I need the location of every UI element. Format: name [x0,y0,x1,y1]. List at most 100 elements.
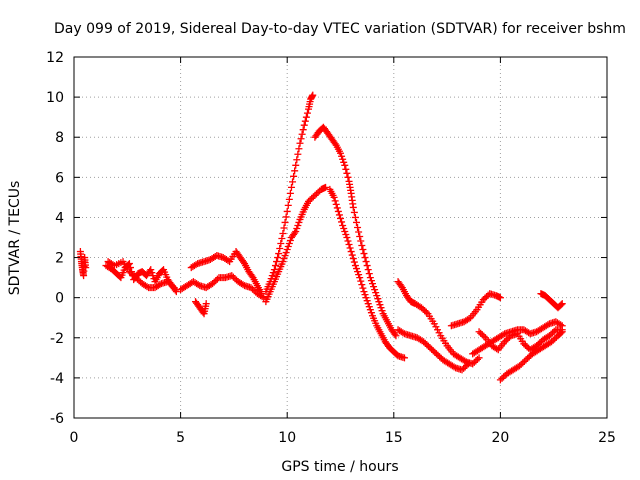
data-point [291,229,299,237]
data-point [300,121,308,129]
data-point [293,156,301,164]
data-point [435,329,443,337]
data-point [133,275,141,283]
data-point [82,264,90,272]
data-point [373,292,381,300]
data-point [397,282,405,290]
x-tick-label: 5 [176,430,185,446]
data-point [399,329,407,337]
data-point [351,262,359,270]
data-point [473,355,481,363]
data-point [550,327,558,335]
y-tick-label: 0 [55,291,64,307]
data-point [357,237,365,245]
data-point [294,221,302,229]
data-point [303,109,311,117]
data-point [301,117,309,125]
series-segment-mid-3 [192,298,210,318]
data-point [279,229,287,237]
data-point [294,150,302,158]
data-point [343,169,351,177]
data-point [480,332,488,340]
data-point [248,272,256,280]
data-point [298,130,306,138]
data-point [342,165,350,173]
data-point [516,362,524,370]
data-point [361,254,369,262]
data-point [170,284,178,292]
data-point [130,272,138,280]
y-tick-label: -2 [50,331,64,347]
data-point [363,262,371,270]
data-point [341,161,349,169]
data-point [392,332,400,340]
data-point [273,258,281,266]
x-tick-label: 0 [70,430,79,446]
data-point [284,243,292,251]
data-point [434,351,442,359]
data-point [420,338,428,346]
data-point [284,201,292,209]
data-point [362,294,370,302]
data-point [465,315,473,323]
data-point [212,277,220,285]
series-late-5 [475,326,566,354]
data-point [428,345,436,353]
data-point [285,240,293,248]
data-point [125,268,133,276]
data-point [306,196,314,204]
data-point [551,335,559,343]
tick-labels: 0 5 10 15 20 25 -6 -4 -2 0 2 4 6 8 10 12 [46,50,616,446]
data-point [358,242,366,250]
data-point [229,273,237,281]
data-point [295,145,303,153]
data-point [296,139,304,147]
data-point [362,258,370,266]
data-point [366,274,374,282]
data-point [496,294,504,302]
data-point [280,224,288,232]
data-point [367,309,375,317]
data-point [372,289,380,297]
data-point [371,286,379,294]
data-point [519,359,527,367]
data-point [277,240,285,248]
data-point [202,300,210,308]
series-late-2 [394,326,472,374]
y-tick-label: 8 [55,130,64,146]
series-late-3 [447,290,504,330]
data-point [504,335,512,343]
data-point [287,183,295,191]
y-tick-label: 12 [46,50,64,66]
data-point [364,300,372,308]
data-point [132,274,140,282]
data-point [331,140,339,148]
data-point [283,207,291,215]
data-point [313,190,321,198]
y-tick-label: -6 [50,411,64,427]
data-point [260,294,268,302]
data-point [354,268,362,276]
data-point [335,211,343,219]
data-point [332,200,340,208]
data-point [502,336,510,344]
data-point [522,356,530,364]
data-point [345,241,353,249]
data-point [391,330,399,338]
data-point [339,155,347,163]
data-point [302,113,310,121]
data-point [464,360,472,368]
data-marks [76,91,566,384]
data-point [354,223,362,231]
data-point [192,261,200,269]
data-point [350,258,358,266]
data-point [309,91,317,99]
data-point [481,294,489,302]
plot-frame [73,56,608,419]
data-point [239,281,247,289]
data-point [377,304,385,312]
data-point [525,353,533,361]
data-point [271,262,279,270]
series-rise-lower [262,183,330,306]
data-point [283,246,291,254]
